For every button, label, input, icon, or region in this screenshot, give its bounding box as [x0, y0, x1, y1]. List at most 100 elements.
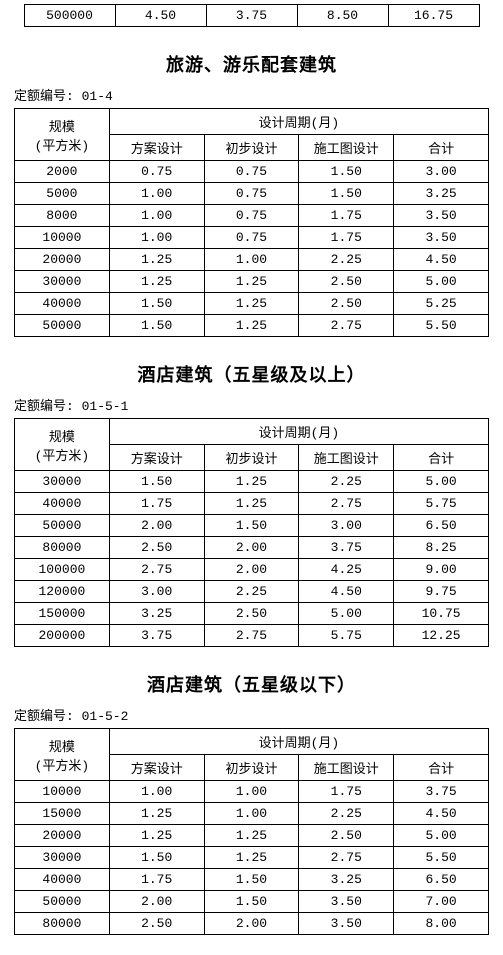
- table-row: 2000003.752.755.7512.25: [15, 625, 489, 647]
- cell-concept: 1.25: [109, 271, 204, 293]
- cell-scale: 30000: [15, 847, 110, 869]
- cell-prelim: 1.00: [204, 249, 299, 271]
- cell-total: 3.50: [394, 227, 489, 249]
- cell-working: 4.25: [299, 559, 394, 581]
- table-row: 150001.251.002.254.50: [15, 803, 489, 825]
- cell-total: 5.00: [394, 825, 489, 847]
- col-total: 合计: [394, 135, 489, 161]
- cell-concept: 1.00: [109, 183, 204, 205]
- table-row: 500001.501.252.755.50: [15, 315, 489, 337]
- col-working: 施工图设计: [299, 135, 394, 161]
- cell-total: 6.50: [394, 515, 489, 537]
- cell-working: 1.75: [299, 205, 394, 227]
- table-row: 400001.751.503.256.50: [15, 869, 489, 891]
- cell-prelim: 2.00: [204, 559, 299, 581]
- table-row: 400001.751.252.755.75: [15, 493, 489, 515]
- cell-concept: 2.50: [109, 913, 204, 935]
- col-scale-l1: 规模: [49, 120, 75, 135]
- cell-prelim: 1.50: [204, 515, 299, 537]
- cell-total: 6.50: [394, 869, 489, 891]
- cell-total: 4.50: [394, 249, 489, 271]
- cell-concept: 1.25: [109, 249, 204, 271]
- section-title: 旅游、游乐配套建筑: [14, 51, 489, 77]
- col-scale: 规模 (平方米): [15, 109, 110, 161]
- cell-concept: 1.00: [109, 205, 204, 227]
- cell-working: 2.75: [299, 847, 394, 869]
- table-row: 500002.001.503.507.00: [15, 891, 489, 913]
- table-header-row1: 规模 (平方米) 设计周期(月): [15, 729, 489, 755]
- cell-working: 5.75: [299, 625, 394, 647]
- cell-concept: 1.50: [109, 315, 204, 337]
- col-period: 设计周期(月): [109, 419, 488, 445]
- cell-prelim: 0.75: [204, 183, 299, 205]
- col-period: 设计周期(月): [109, 729, 488, 755]
- col-scale-l1: 规模: [49, 430, 75, 445]
- cell-prelim: 2.50: [204, 603, 299, 625]
- orphan-row-table: 500000 4.50 3.75 8.50 16.75: [24, 4, 480, 27]
- cell-working: 8.50: [297, 5, 388, 27]
- cell-prelim: 2.00: [204, 537, 299, 559]
- table-row: 100001.000.751.753.50: [15, 227, 489, 249]
- cell-total: 3.50: [394, 205, 489, 227]
- col-prelim: 初步设计: [204, 755, 299, 781]
- cell-total: 12.25: [394, 625, 489, 647]
- col-scale-l2: (平方米): [35, 759, 90, 774]
- cell-total: 9.00: [394, 559, 489, 581]
- cell-scale: 8000: [15, 205, 110, 227]
- cell-prelim: 2.25: [204, 581, 299, 603]
- table-row: 200001.251.002.254.50: [15, 249, 489, 271]
- cell-prelim: 1.50: [204, 891, 299, 913]
- cell-prelim: 1.00: [204, 781, 299, 803]
- table-row: 200001.251.252.505.00: [15, 825, 489, 847]
- cell-working: 1.50: [299, 183, 394, 205]
- section-title: 酒店建筑（五星级以下）: [14, 671, 489, 697]
- table-row: 800002.502.003.758.25: [15, 537, 489, 559]
- cell-working: 3.25: [299, 869, 394, 891]
- col-period: 设计周期(月): [109, 109, 488, 135]
- col-working: 施工图设计: [299, 445, 394, 471]
- cell-scale: 80000: [15, 537, 110, 559]
- cell-working: 3.50: [299, 913, 394, 935]
- cell-concept: 2.50: [109, 537, 204, 559]
- quota-number: 定额编号: 01-5-2: [14, 705, 489, 724]
- cell-scale: 50000: [15, 315, 110, 337]
- table-row: 800002.502.003.508.00: [15, 913, 489, 935]
- cell-prelim: 0.75: [204, 205, 299, 227]
- cell-concept: 1.00: [109, 781, 204, 803]
- cell-prelim: 1.25: [204, 315, 299, 337]
- cell-working: 2.75: [299, 493, 394, 515]
- cell-scale: 40000: [15, 493, 110, 515]
- cell-prelim: 1.25: [204, 271, 299, 293]
- page-root: 500000 4.50 3.75 8.50 16.75 旅游、游乐配套建筑 定额…: [0, 0, 503, 955]
- cell-scale: 30000: [15, 271, 110, 293]
- cell-prelim: 2.75: [204, 625, 299, 647]
- col-concept: 方案设计: [109, 755, 204, 781]
- cell-total: 4.50: [394, 803, 489, 825]
- design-period-table: 规模 (平方米) 设计周期(月) 方案设计 初步设计 施工图设计 合计 3000…: [14, 418, 489, 647]
- cell-concept: 1.50: [109, 293, 204, 315]
- cell-working: 1.75: [299, 781, 394, 803]
- cell-working: 5.00: [299, 603, 394, 625]
- cell-total: 5.75: [394, 493, 489, 515]
- cell-concept: 3.00: [109, 581, 204, 603]
- cell-total: 16.75: [388, 5, 479, 27]
- table-row: 50001.000.751.503.25: [15, 183, 489, 205]
- cell-total: 5.50: [394, 847, 489, 869]
- cell-scale: 20000: [15, 249, 110, 271]
- cell-total: 8.00: [394, 913, 489, 935]
- cell-working: 4.50: [299, 581, 394, 603]
- table-row: 20000.750.751.503.00: [15, 161, 489, 183]
- cell-concept: 1.25: [109, 803, 204, 825]
- cell-prelim: 1.00: [204, 803, 299, 825]
- cell-total: 5.25: [394, 293, 489, 315]
- cell-concept: 4.50: [115, 5, 206, 27]
- cell-total: 3.00: [394, 161, 489, 183]
- cell-concept: 3.75: [109, 625, 204, 647]
- cell-prelim: 0.75: [204, 227, 299, 249]
- cell-concept: 0.75: [109, 161, 204, 183]
- cell-concept: 2.75: [109, 559, 204, 581]
- cell-prelim: 1.25: [204, 847, 299, 869]
- cell-concept: 1.50: [109, 847, 204, 869]
- quota-number: 定额编号: 01-5-1: [14, 395, 489, 414]
- section-title: 酒店建筑（五星级及以上）: [14, 361, 489, 387]
